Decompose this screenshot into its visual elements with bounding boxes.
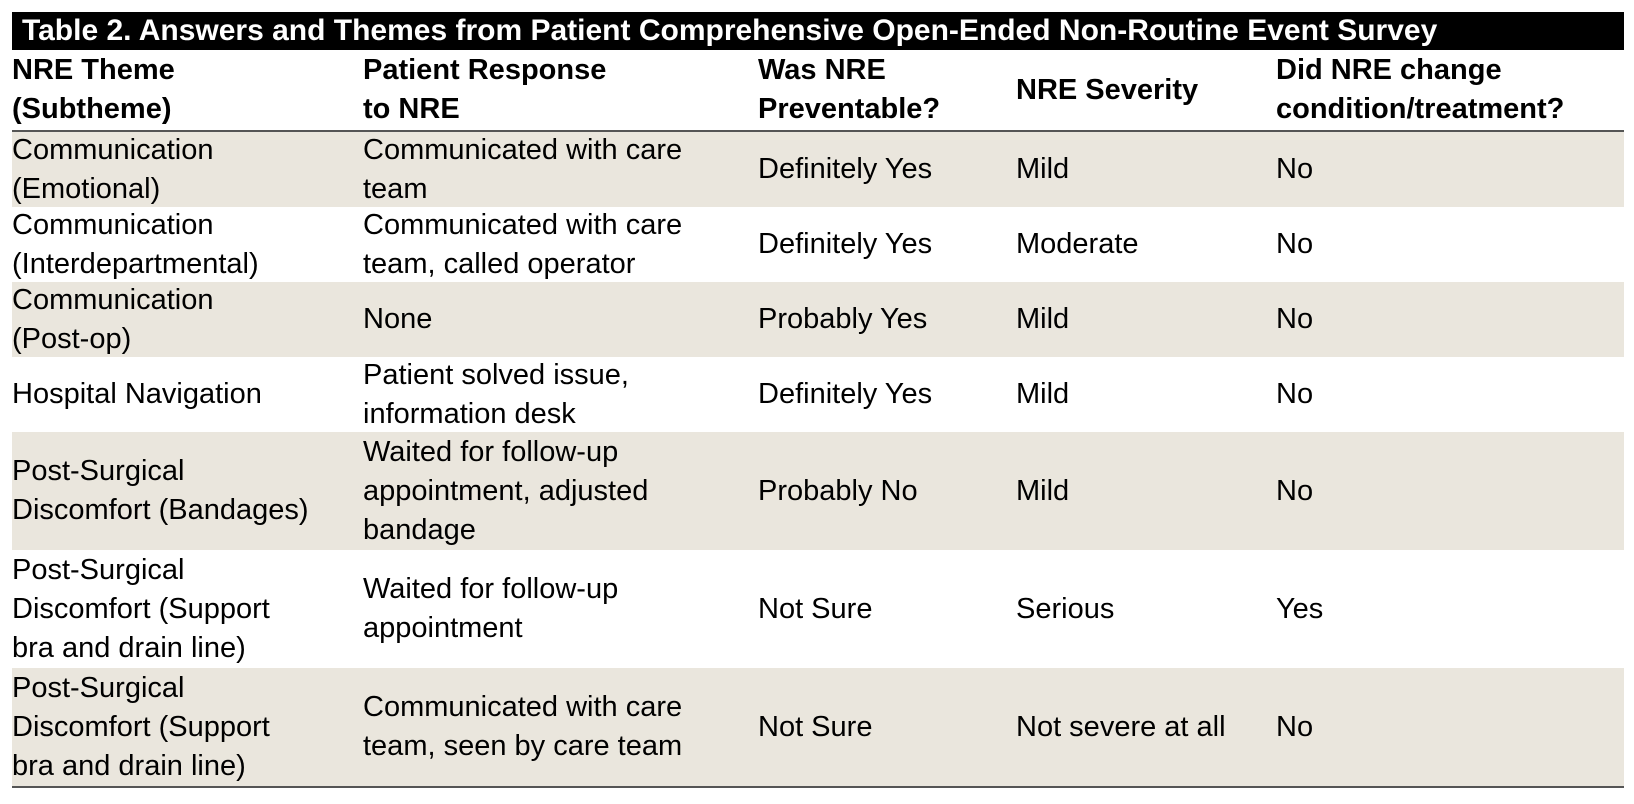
cell-change: No	[1276, 378, 1314, 410]
table-row: Communication (Emotional) Communicated w…	[12, 132, 1624, 207]
cell-preventable: Not Sure	[758, 592, 873, 625]
table-row: Communication (Interdepartmental) Commun…	[12, 207, 1624, 282]
cell-response: Communicated with care team	[363, 133, 683, 205]
cell-theme: Hospital Navigation	[12, 378, 262, 410]
cell-preventable: Definitely Yes	[758, 378, 933, 410]
cell-response: None	[363, 303, 433, 335]
cell-theme: Post-Surgical Discomfort (Support bra an…	[12, 671, 270, 782]
header-severity: NRE Severity	[1016, 73, 1199, 106]
cell-preventable: Definitely Yes	[758, 153, 933, 185]
cell-severity: Mild	[1016, 378, 1070, 410]
cell-response: Waited for follow-up appointment	[363, 573, 619, 644]
header-preventable: Was NRE Preventable?	[758, 54, 941, 125]
table-row: Post-Surgical Discomfort (Support bra an…	[12, 550, 1624, 668]
cell-theme: Post-Surgical Discomfort (Support bra an…	[12, 553, 270, 664]
cell-theme: Communication (Emotional)	[12, 133, 214, 205]
table-row: Post-Surgical Discomfort (Support bra an…	[12, 668, 1624, 786]
header-nre-theme: NRE Theme (Subtheme)	[12, 54, 175, 125]
cell-preventable: Probably Yes	[758, 303, 928, 335]
cell-severity: Mild	[1016, 303, 1070, 335]
cell-severity: Mild	[1016, 474, 1070, 507]
cell-response: Communicated with care team, called oper…	[363, 208, 683, 280]
cell-preventable: Probably No	[758, 474, 918, 507]
cell-change: No	[1276, 228, 1314, 260]
cell-theme: Post-Surgical Discomfort (Bandages)	[12, 455, 309, 526]
cell-change: No	[1276, 303, 1314, 335]
data-table: NRE Theme (Subtheme) Patient Response to…	[12, 50, 1624, 788]
header-change-condition: Did NRE change condition/treatment?	[1276, 54, 1565, 125]
table-header-row: NRE Theme (Subtheme) Patient Response to…	[12, 50, 1624, 132]
header-patient-response: Patient Response to NRE	[363, 54, 607, 125]
cell-preventable: Definitely Yes	[758, 228, 933, 260]
cell-severity: Moderate	[1016, 228, 1139, 260]
cell-preventable: Not Sure	[758, 710, 873, 743]
cell-severity: Serious	[1016, 592, 1115, 625]
table-row: Hospital Navigation Patient solved issue…	[12, 357, 1624, 432]
table-row: Post-Surgical Discomfort (Bandages) Wait…	[12, 432, 1624, 550]
cell-theme: Communication (Interdepartmental)	[12, 208, 259, 280]
cell-theme: Communication (Post-op)	[12, 283, 214, 355]
table-title: Table 2. Answers and Themes from Patient…	[12, 12, 1624, 50]
cell-response: Patient solved issue, information desk	[363, 358, 629, 430]
table-row: Communication (Post-op) None Probably Ye…	[12, 282, 1624, 357]
cell-change: Yes	[1276, 592, 1324, 625]
cell-severity: Mild	[1016, 153, 1070, 185]
cell-change: No	[1276, 153, 1314, 185]
cell-response: Waited for follow-up appointment, adjust…	[363, 435, 649, 546]
cell-severity: Not severe at all	[1016, 710, 1226, 743]
cell-change: No	[1276, 474, 1314, 507]
cell-response: Communicated with care team, seen by car…	[363, 691, 683, 762]
cell-change: No	[1276, 710, 1314, 743]
